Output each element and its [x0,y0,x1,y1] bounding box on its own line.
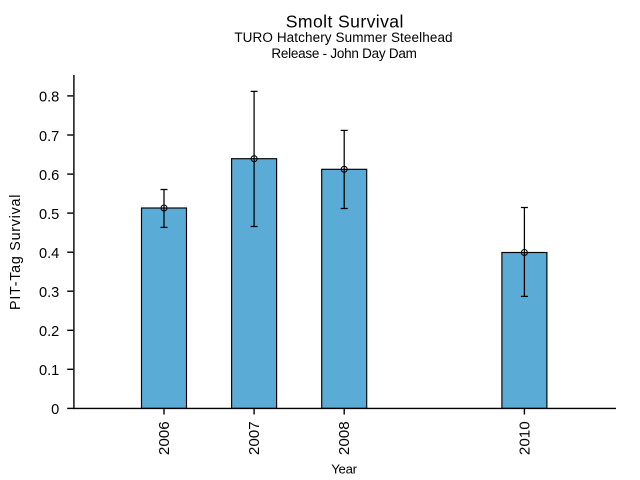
svg-text:0.1: 0.1 [39,363,59,379]
svg-text:PIT-Tag Survival: PIT-Tag Survival [8,194,24,310]
svg-text:2007: 2007 [246,421,263,455]
svg-text:0: 0 [51,402,59,418]
svg-text:0.3: 0.3 [39,285,59,301]
svg-text:0.7: 0.7 [39,129,59,145]
svg-text:0.8: 0.8 [39,90,59,106]
svg-text:2006: 2006 [156,421,173,455]
svg-text:0.2: 0.2 [39,324,59,340]
svg-text:Release - John Day Dam: Release - John Day Dam [271,46,416,61]
svg-text:Year: Year [331,462,357,477]
svg-text:2010: 2010 [516,421,533,455]
svg-text:TURO Hatchery Summer Steelhead: TURO Hatchery Summer Steelhead [234,30,452,45]
svg-text:2008: 2008 [336,421,353,455]
svg-text:0.5: 0.5 [39,207,59,223]
svg-text:0.4: 0.4 [39,246,59,262]
svg-text:Smolt Survival: Smolt Survival [286,12,404,32]
svg-text:0.6: 0.6 [39,168,59,184]
